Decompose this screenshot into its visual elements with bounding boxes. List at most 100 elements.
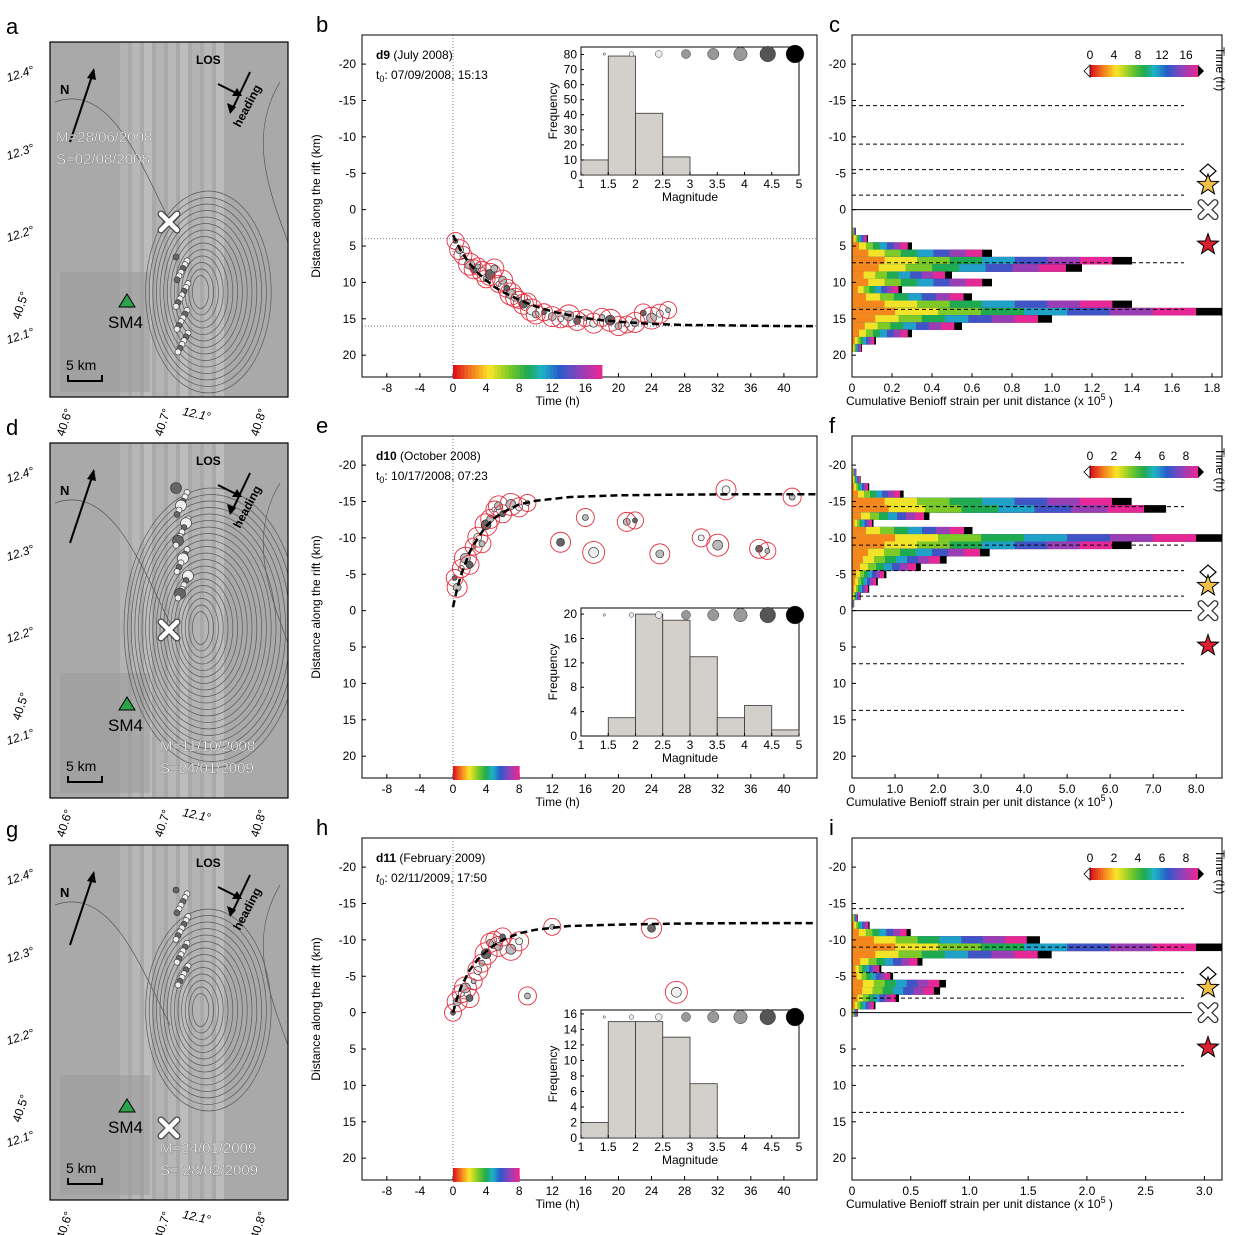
time-colorbar-segment — [467, 365, 473, 379]
vent-cross-icon — [158, 1117, 180, 1139]
time-colorbar-segment — [502, 1168, 505, 1182]
inset-y-tick-label: 60 — [564, 78, 578, 92]
x-tick-label: 0 — [849, 782, 856, 796]
magnitude-size-legend-dot — [707, 48, 720, 60]
x-axis-label: Time (h) — [536, 394, 580, 408]
station-label: SM4 — [108, 1118, 143, 1137]
time-colorbar-segment — [1173, 65, 1177, 77]
colorbar-max-arrow — [1198, 868, 1204, 880]
x-tick-label: 0.6 — [964, 381, 981, 395]
x-tick-label: 1.2 — [1084, 381, 1101, 395]
y-tick-label: 15 — [833, 713, 847, 727]
time-colorbar-segment — [1141, 868, 1145, 880]
time-colorbar-segment — [499, 766, 502, 780]
plot-frame — [361, 435, 818, 779]
time-colorbar-segment — [1138, 868, 1142, 880]
benioff-bar-time-band — [852, 476, 854, 484]
time-colorbar-segment — [1103, 65, 1107, 77]
y-tick-label: -10 — [339, 933, 357, 947]
panel-title-rest: (October 2008) — [397, 449, 481, 463]
x-tick-label: 36 — [744, 782, 758, 796]
inset-x-tick-label: 2 — [632, 738, 639, 752]
time-colorbar-segment — [1171, 466, 1175, 478]
contour-line — [54, 499, 171, 624]
deformation-contour — [192, 275, 210, 309]
longitude-label: 40.8° — [248, 407, 270, 438]
time-colorbar-segment — [505, 365, 510, 379]
x-tick-label: 2.0 — [1079, 1184, 1096, 1198]
earthquake-dot — [173, 909, 181, 917]
time-colorbar-segment — [590, 365, 595, 379]
time-colorbar-segment — [453, 365, 458, 379]
colorbar-tick-label: 0 — [1087, 449, 1094, 463]
y-tick-label: 0 — [349, 203, 356, 217]
event-ring — [758, 542, 777, 560]
inset-y-tick-label: 50 — [564, 93, 578, 107]
time-colorbar-segment — [1149, 466, 1153, 478]
time-colorbar-segment — [1103, 868, 1107, 880]
deformation-contour — [148, 533, 267, 723]
colorbar-tick-label: 2 — [1111, 449, 1118, 463]
map-frame — [49, 442, 289, 799]
time-colorbar-segment — [1187, 466, 1191, 478]
y-tick-label: 15 — [343, 1115, 357, 1129]
time-colorbar-segment — [1090, 466, 1094, 478]
benioff-bar-time-band — [852, 300, 885, 309]
benioff-bar-time-band — [852, 271, 864, 280]
inset-histogram: 1 1.5 2 2.5 3 3.5 4 4.5 50246810121416MagnitudeF… — [546, 1007, 805, 1167]
red-star-icon — [1196, 232, 1220, 255]
histogram-bar — [607, 55, 636, 176]
magnitude-size-legend-dot — [759, 45, 776, 63]
inset-x-tick-label: 3 — [687, 738, 694, 752]
y-tick-label: -10 — [829, 531, 847, 545]
time-colorbar-segment — [1111, 65, 1115, 77]
event-point — [655, 549, 665, 559]
time-colorbar-segment — [486, 766, 489, 780]
yellow-star-icon — [1196, 975, 1220, 998]
terrain-streak — [216, 845, 224, 1200]
event-ring — [706, 533, 730, 557]
histogram-bar — [662, 156, 691, 176]
y-axis-label: Distance along the rift (km) — [309, 535, 323, 678]
time-colorbar-segment — [1095, 466, 1099, 478]
time-colorbar-segment — [542, 365, 547, 379]
y-tick-label: -10 — [339, 130, 357, 144]
x-tick-label: 16 — [579, 782, 593, 796]
magnitude-size-legend-dot — [707, 609, 720, 621]
event-ring — [446, 576, 468, 598]
latitude-label: 12.4° — [5, 63, 36, 85]
deformation-contour — [177, 249, 229, 335]
y-tick-label: 0 — [349, 1006, 356, 1020]
time-colorbar-segment — [1168, 466, 1172, 478]
magnitude-size-legend-dot — [681, 610, 691, 620]
benioff-bar-time-band — [852, 563, 861, 571]
time-colorbar-segment — [514, 1168, 517, 1182]
x-axis-label-text: Cumulative Benioff strain per unit dista… — [846, 1197, 1101, 1211]
terrain-streak — [216, 443, 224, 798]
deformation-contour — [177, 967, 229, 1053]
scale-bar — [67, 375, 103, 382]
colorbar-time-label: Time (h) — [1213, 850, 1227, 894]
station-label: SM4 — [108, 313, 143, 332]
inset-x-label: Magnitude — [662, 1153, 718, 1167]
terrain-streak — [144, 443, 152, 798]
y-axis-label: Distance along the rift (km) — [309, 134, 323, 277]
t0-subscript: 0 — [379, 74, 384, 84]
latitude-rot-label: 40.5° — [10, 290, 32, 321]
deformation-contour — [145, 190, 272, 394]
magnitude-size-legend-dot — [759, 1008, 776, 1026]
event-point — [665, 307, 671, 313]
y-tick-label: -10 — [829, 130, 847, 144]
benioff-bar-time-band — [852, 950, 876, 959]
time-colorbar-segment — [1176, 65, 1180, 77]
terrain-streak — [132, 42, 140, 397]
colorbar-tick-label: 8 — [1135, 48, 1142, 62]
benioff-bar-time-band — [852, 235, 854, 243]
x-tick-label: 16 — [579, 381, 593, 395]
y-tick-label: 10 — [343, 275, 357, 289]
contour-line — [262, 884, 288, 1046]
t0-value: : 10/17/2008, 07:23 — [384, 469, 488, 483]
time-colorbar-segment — [500, 766, 504, 780]
time-colorbar-segment — [514, 766, 517, 780]
